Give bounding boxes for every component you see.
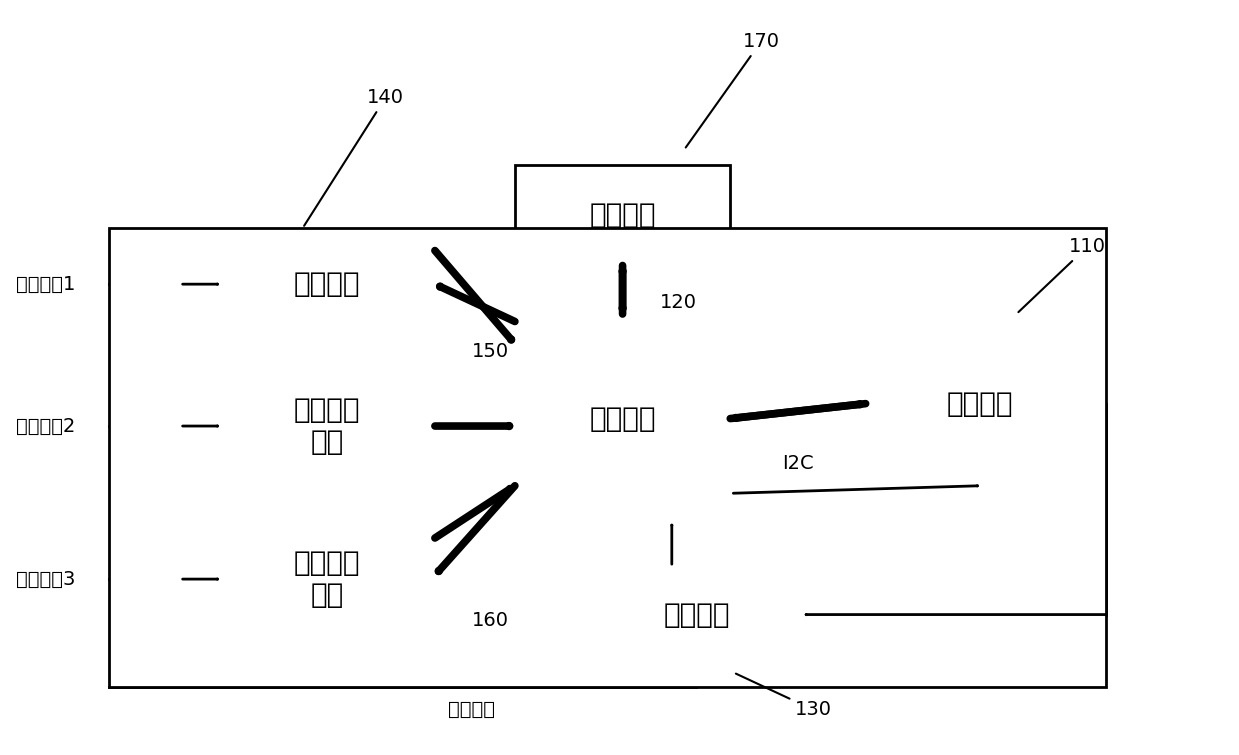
Text: 信号采集
模块: 信号采集 模块 bbox=[294, 396, 361, 456]
Text: 从处理器: 从处理器 bbox=[947, 390, 1012, 418]
Text: 使能通道2: 使能通道2 bbox=[16, 417, 76, 436]
Text: 110: 110 bbox=[1018, 237, 1105, 312]
Bar bbox=[109, 228, 1105, 687]
Text: 150: 150 bbox=[472, 342, 509, 361]
Bar bbox=[219, 523, 435, 635]
Text: 160: 160 bbox=[472, 611, 509, 630]
Bar bbox=[219, 236, 435, 333]
Text: 170: 170 bbox=[685, 32, 779, 147]
Text: 140: 140 bbox=[304, 88, 404, 226]
Text: 使能控制: 使能控制 bbox=[449, 701, 496, 720]
Text: 120: 120 bbox=[659, 294, 696, 313]
Text: 电源模块: 电源模块 bbox=[663, 600, 730, 629]
Bar bbox=[589, 564, 804, 665]
Text: 控制信号
模块: 控制信号 模块 bbox=[294, 549, 361, 609]
Text: 使能通道3: 使能通道3 bbox=[16, 569, 76, 589]
Text: 主处理器: 主处理器 bbox=[590, 405, 655, 433]
Text: I2C: I2C bbox=[782, 454, 814, 473]
Text: 130: 130 bbox=[736, 673, 831, 720]
Text: 存储模块: 存储模块 bbox=[590, 201, 655, 229]
Text: 使能通道1: 使能通道1 bbox=[16, 275, 76, 294]
Bar bbox=[515, 314, 730, 523]
Bar bbox=[866, 322, 1093, 485]
Bar bbox=[515, 165, 730, 266]
Text: 通信模块: 通信模块 bbox=[294, 270, 361, 298]
Bar bbox=[219, 370, 435, 482]
